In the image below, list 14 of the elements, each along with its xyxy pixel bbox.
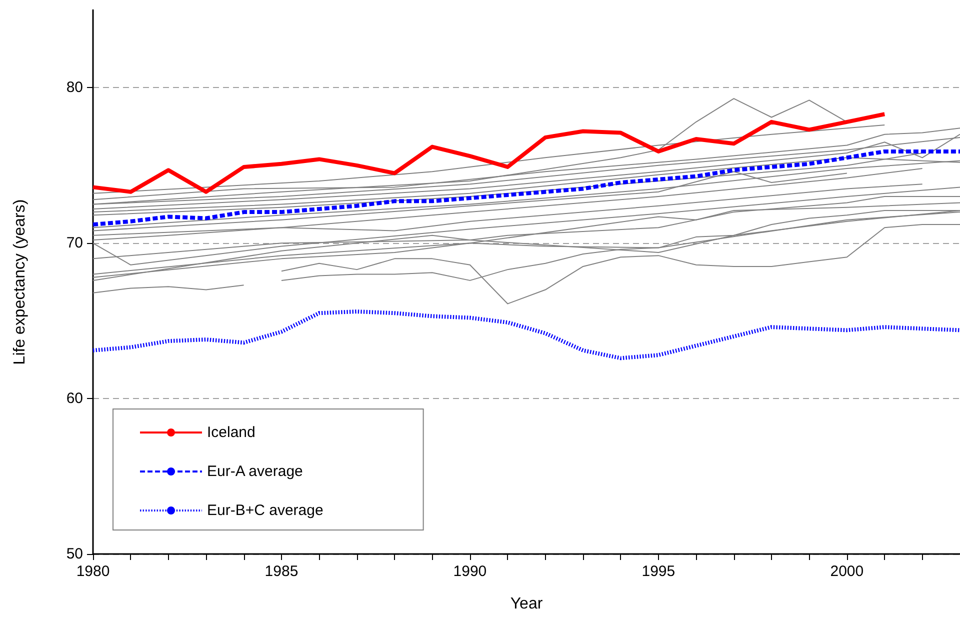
y-tick-label: 80 bbox=[66, 79, 83, 96]
y-tick-label: 50 bbox=[66, 546, 83, 562]
x-axis-title: Year bbox=[510, 596, 544, 612]
legend-label: Eur-B+C average bbox=[207, 502, 324, 519]
x-tick-label: 1985 bbox=[264, 563, 298, 580]
y-axis-title: Life expectancy (years) bbox=[12, 199, 28, 365]
x-tick-label: 1990 bbox=[453, 563, 487, 580]
x-tick-label: 2000 bbox=[830, 563, 864, 580]
y-tick-label: 70 bbox=[66, 234, 83, 252]
legend-label: Iceland bbox=[207, 424, 256, 441]
y-tick-label: 60 bbox=[66, 390, 83, 408]
legend-label: Eur-A average bbox=[207, 463, 303, 480]
x-tick-label: 1980 bbox=[76, 563, 110, 580]
x-tick-label: 1995 bbox=[642, 563, 676, 580]
